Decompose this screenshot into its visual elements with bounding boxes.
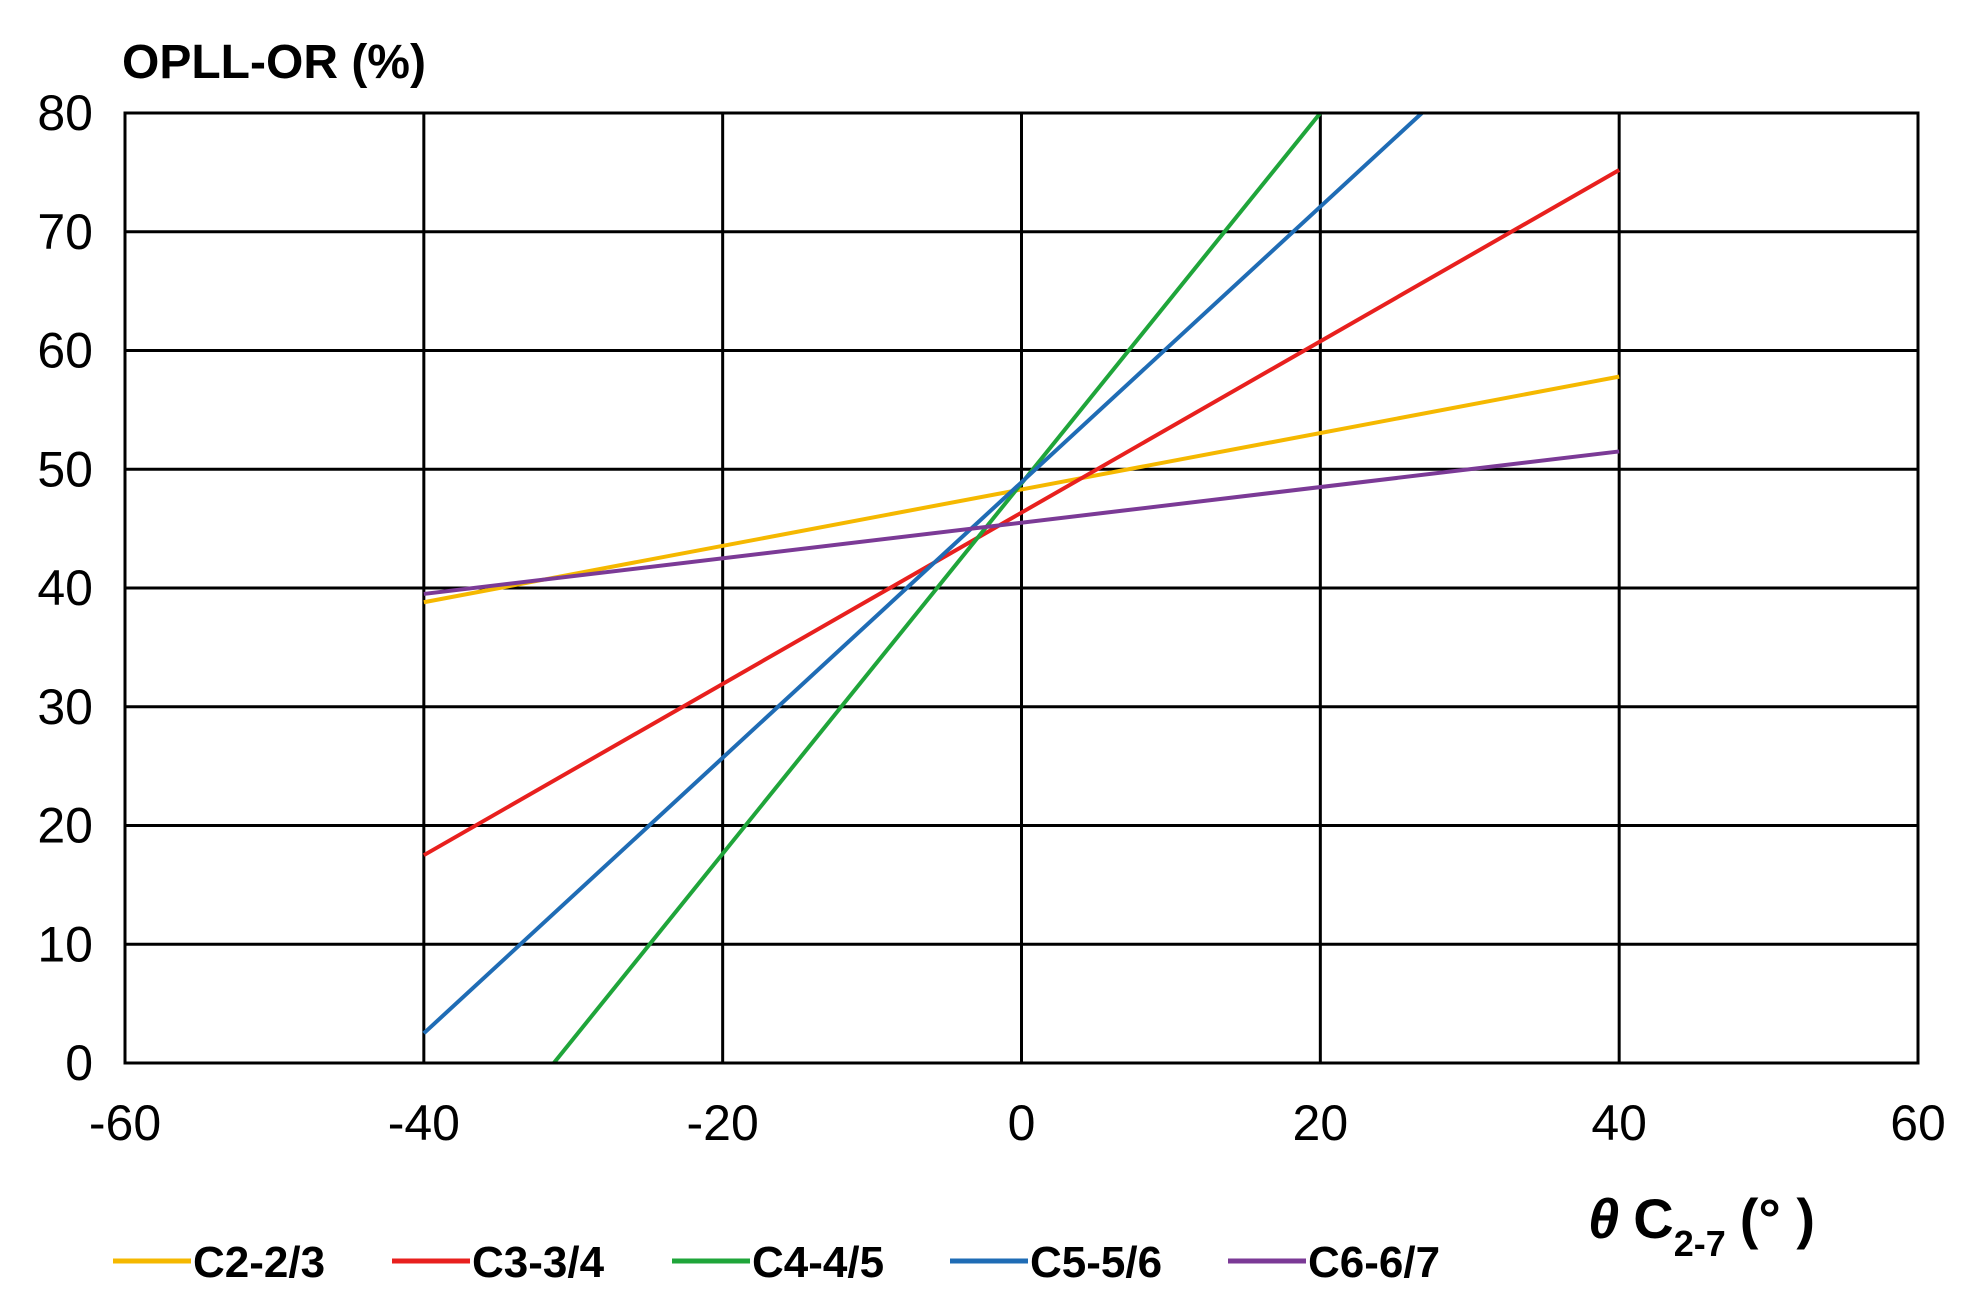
- plot-frame: [123, 111, 1920, 1065]
- series-line-c3-3-4: [422, 168, 1621, 857]
- legend-label: C6-6/7: [1308, 1238, 1440, 1287]
- grid: [123, 111, 1920, 1065]
- series-lines: [422, 111, 1621, 1065]
- legend-label: C5-5/6: [1030, 1238, 1162, 1287]
- y-tick-label: 60: [37, 323, 93, 379]
- legend-label: C3-3/4: [472, 1238, 605, 1287]
- x-tick-label: -20: [687, 1095, 759, 1151]
- x-tick-label: -40: [388, 1095, 460, 1151]
- x-tick-label: 0: [1008, 1095, 1036, 1151]
- x-axis-symbol: θ: [1588, 1187, 1619, 1250]
- series-line-c6-6-7: [423, 449, 1620, 596]
- x-tick-labels: -60 -40 -20 0 20 40 60: [89, 1095, 1946, 1151]
- y-tick-label: 50: [37, 441, 93, 497]
- y-tick-labels: 0 10 20 30 40 50 60 70 80: [37, 85, 93, 1091]
- x-tick-label: 60: [1890, 1095, 1946, 1151]
- y-axis-label: OPLL-OR (%): [122, 36, 426, 89]
- x-tick-label: 20: [1293, 1095, 1349, 1151]
- x-axis-unit: (° ): [1740, 1187, 1815, 1250]
- x-axis-subscript: 2-7: [1674, 1223, 1726, 1264]
- legend-label: C4-4/5: [752, 1238, 884, 1287]
- series-line-c5-5-6: [422, 111, 1424, 1035]
- legend: C2-2/3 C3-3/4 C4-4/5 C5-5/6 C6-6/7: [113, 1238, 1440, 1287]
- y-tick-label: 70: [37, 204, 93, 260]
- y-tick-label: 30: [37, 679, 93, 735]
- y-tick-label: 0: [65, 1035, 93, 1091]
- x-axis-label: θ C2-7 (° ): [1588, 1187, 1815, 1264]
- y-tick-label: 80: [37, 85, 93, 141]
- series-line-c2-2-3: [423, 374, 1620, 605]
- y-tick-label: 20: [37, 798, 93, 854]
- y-tick-label: 40: [37, 560, 93, 616]
- x-tick-label: 40: [1591, 1095, 1647, 1151]
- x-tick-label: -60: [89, 1095, 161, 1151]
- series-line-c4-4-5: [552, 111, 1322, 1065]
- legend-label: C2-2/3: [193, 1238, 325, 1287]
- x-axis-base: C: [1633, 1187, 1673, 1250]
- y-tick-label: 10: [37, 916, 93, 972]
